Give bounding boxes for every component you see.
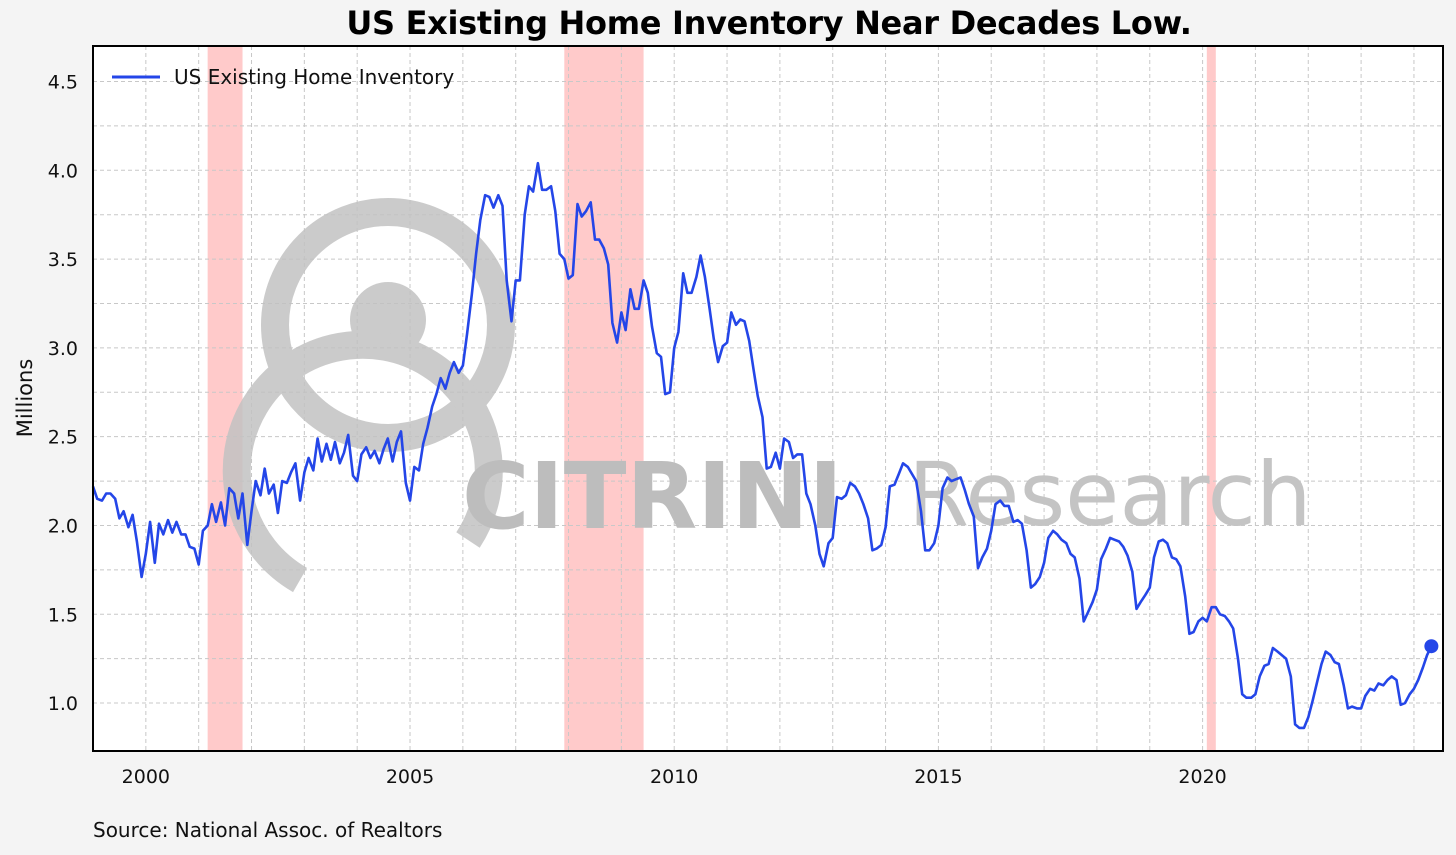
y-tick-label: 2.5 (48, 427, 78, 449)
y-tick-label: 3.5 (48, 249, 78, 271)
recession-band (564, 46, 644, 751)
watermark-brand-bold: CITRINI (462, 443, 843, 550)
legend-label: US Existing Home Inventory (174, 65, 454, 89)
x-tick-label: 2020 (1178, 766, 1226, 788)
y-tick-label: 4.5 (48, 72, 78, 94)
x-tick-label: 2000 (122, 766, 170, 788)
x-tick-label: 2010 (650, 766, 698, 788)
legend: US Existing Home Inventory (112, 65, 454, 89)
plot-frame (92, 45, 1444, 752)
y-axis-title: Millions (13, 359, 37, 438)
recession-bands (207, 46, 1216, 751)
x-tick-label: 2005 (386, 766, 434, 788)
chart-title: US Existing Home Inventory Near Decades … (346, 4, 1192, 42)
series-line (91, 161, 1433, 730)
y-tick-label: 1.0 (48, 693, 78, 715)
recession-band (207, 46, 243, 751)
y-tick-label: 2.0 (48, 515, 78, 537)
watermark-brand-light: Research (908, 443, 1312, 546)
series-lines (91, 161, 1439, 730)
x-tick-label: 2015 (914, 766, 962, 788)
series-last-point (1424, 639, 1439, 654)
y-tick-label: 4.0 (48, 160, 78, 182)
y-tick-label: 3.0 (48, 338, 78, 360)
source-note: Source: National Assoc. of Realtors (93, 818, 443, 842)
y-tick-label: 1.5 (48, 604, 78, 626)
recession-band (1206, 46, 1216, 751)
axis-ticks: 2000 2005 2010 2015 2020 1.0 1.5 2.0 2.5 3.0 3.5 4.… (48, 72, 1227, 788)
